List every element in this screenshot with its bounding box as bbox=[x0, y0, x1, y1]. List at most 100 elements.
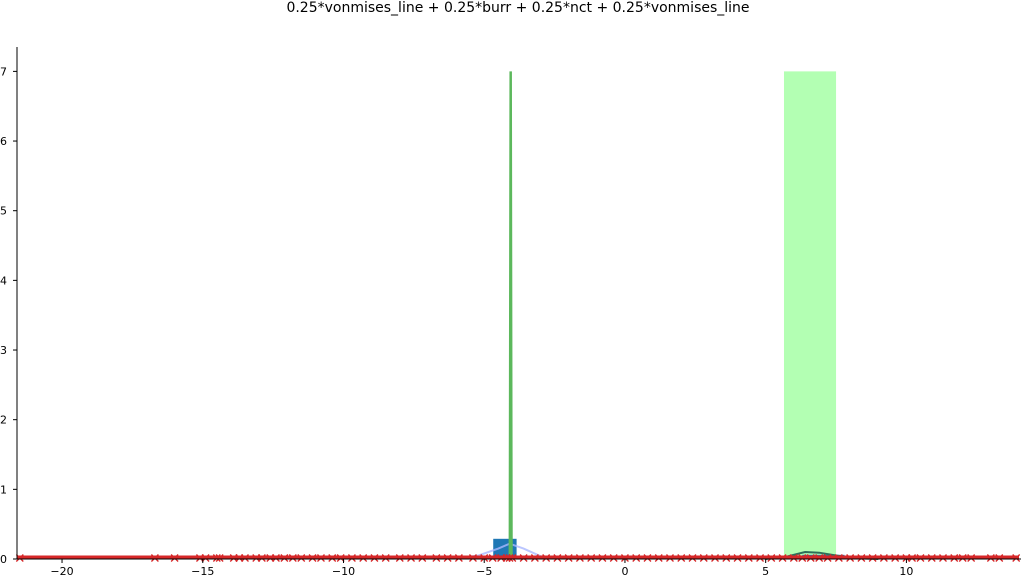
y-tick-label-3: 3 bbox=[0, 344, 7, 357]
sample-marker-72 bbox=[891, 554, 900, 562]
sample-marker-58 bbox=[744, 554, 753, 562]
sample-marker-28 bbox=[432, 554, 441, 562]
sample-marker-64 bbox=[806, 554, 815, 562]
sample-marker-63 bbox=[798, 554, 807, 562]
sample-marker-17 bbox=[308, 554, 317, 562]
plot-area bbox=[15, 71, 1021, 562]
sample-marker-41 bbox=[553, 554, 562, 562]
sample-marker-59 bbox=[756, 554, 765, 562]
sample-marker-1 bbox=[150, 554, 159, 562]
y-tick-label-4: 4 bbox=[0, 274, 7, 287]
sample-marker-56 bbox=[722, 554, 731, 562]
sample-marker-27 bbox=[418, 554, 427, 562]
sample-marker-13 bbox=[271, 554, 280, 562]
sample-marker-9 bbox=[241, 554, 249, 562]
sample-marker-7 bbox=[229, 554, 238, 562]
sample-marker-32 bbox=[480, 554, 489, 562]
y-tick-label-5: 5 bbox=[0, 205, 7, 218]
sample-marker-24 bbox=[381, 554, 390, 562]
sample-marker-16 bbox=[297, 554, 306, 562]
sample-marker-39 bbox=[530, 554, 539, 562]
x-tick-label-3: −5 bbox=[476, 565, 492, 578]
sample-marker-69 bbox=[857, 554, 866, 562]
sample-marker-75 bbox=[916, 554, 925, 562]
sample-marker-57 bbox=[733, 554, 742, 562]
y-tick-label-7: 7 bbox=[0, 65, 7, 78]
axes: −20 −15 −10 −5 0 5 10 0 1 2 3 4 5 6 7 bbox=[0, 47, 1021, 578]
spike-line bbox=[508, 71, 513, 560]
sample-marker-8 bbox=[235, 554, 244, 562]
sample-marker-11 bbox=[257, 554, 266, 562]
sample-marker-21 bbox=[347, 554, 356, 562]
sample-marker-71 bbox=[879, 554, 888, 562]
sample-marker-38 bbox=[519, 554, 528, 562]
sample-marker-74 bbox=[908, 554, 917, 562]
y-tick-label-1: 1 bbox=[0, 483, 7, 496]
sample-marker-67 bbox=[834, 554, 843, 562]
sample-marker-12 bbox=[266, 554, 275, 562]
sample-marker-6 bbox=[215, 554, 224, 562]
sample-marker-10 bbox=[252, 554, 261, 562]
sample-marker-81 bbox=[986, 554, 995, 562]
sample-marker-51 bbox=[666, 554, 674, 562]
sample-marker-36 bbox=[505, 554, 514, 562]
y-tick-label-2: 2 bbox=[0, 414, 7, 427]
sample-marker-50 bbox=[654, 554, 663, 562]
sample-marker-80 bbox=[967, 554, 976, 562]
sample-marker-79 bbox=[958, 554, 967, 562]
sample-marker-23 bbox=[370, 554, 379, 562]
sample-marker-47 bbox=[620, 554, 629, 562]
x-tick-label-5: 5 bbox=[762, 565, 769, 578]
sample-marker-55 bbox=[711, 554, 719, 562]
sample-marker-33 bbox=[488, 554, 497, 562]
y-tick-label-0: 0 bbox=[0, 553, 7, 566]
sample-marker-48 bbox=[632, 554, 641, 562]
sample-marker-54 bbox=[699, 554, 708, 562]
x-tick-label-0: −20 bbox=[50, 565, 73, 578]
sample-marker-70 bbox=[868, 554, 877, 562]
sample-marker-78 bbox=[950, 554, 959, 562]
sample-marker-31 bbox=[469, 554, 477, 562]
sample-marker-40 bbox=[542, 554, 551, 562]
x-tick-label-1: −15 bbox=[191, 565, 214, 578]
sample-marker-68 bbox=[846, 554, 855, 562]
y-tick-label-6: 6 bbox=[0, 135, 7, 148]
sample-marker-42 bbox=[564, 554, 573, 562]
sample-marker-5 bbox=[212, 554, 221, 562]
x-tick-label-2: −10 bbox=[332, 565, 355, 578]
sample-marker-62 bbox=[789, 554, 798, 562]
sample-marker-46 bbox=[609, 554, 618, 562]
sample-marker-76 bbox=[927, 554, 936, 562]
sample-marker-15 bbox=[288, 554, 297, 562]
chart-title: 0.25*vonmises_line + 0.25*burr + 0.25*nc… bbox=[286, 0, 749, 16]
sample-marker-29 bbox=[443, 554, 452, 562]
sample-marker-44 bbox=[587, 554, 596, 562]
sample-marker-37 bbox=[508, 554, 517, 562]
sample-marker-83 bbox=[1012, 554, 1021, 562]
sample-marker-34 bbox=[497, 554, 506, 562]
sample-marker-53 bbox=[688, 554, 697, 562]
sample-marker-60 bbox=[767, 554, 776, 562]
sample-marker-45 bbox=[598, 554, 607, 562]
sample-marker-25 bbox=[395, 554, 404, 562]
x-tick-label-4: 0 bbox=[621, 565, 628, 578]
shaded-band bbox=[783, 71, 837, 559]
sample-marker-22 bbox=[359, 554, 368, 562]
sample-marker-77 bbox=[939, 554, 947, 562]
sample-marker-65 bbox=[815, 554, 824, 562]
sample-marker-2 bbox=[170, 554, 179, 562]
sample-marker-82 bbox=[995, 554, 1004, 562]
sample-marker-49 bbox=[643, 554, 652, 562]
sample-marker-52 bbox=[677, 554, 686, 562]
sample-marker-35 bbox=[502, 554, 511, 562]
sample-marker-66 bbox=[823, 554, 832, 562]
sample-marker-61 bbox=[778, 554, 787, 562]
sample-marker-73 bbox=[902, 554, 911, 562]
sample-marker-26 bbox=[407, 554, 416, 562]
sample-marker-18 bbox=[317, 554, 325, 562]
sample-marker-30 bbox=[454, 554, 463, 562]
sample-marker-43 bbox=[575, 554, 584, 562]
sample-marker-14 bbox=[280, 554, 289, 562]
x-tick-label-6: 10 bbox=[899, 565, 913, 578]
